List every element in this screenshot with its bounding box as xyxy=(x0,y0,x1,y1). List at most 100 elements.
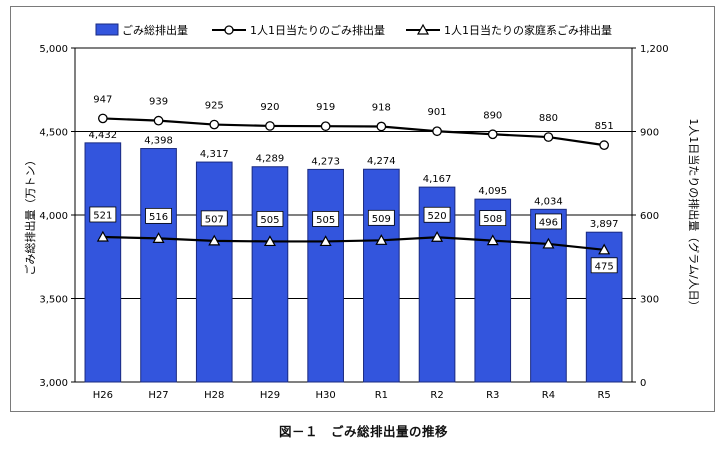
line-value-box xyxy=(479,210,507,227)
line-value-label: 516 xyxy=(149,212,168,223)
circle-marker xyxy=(543,132,554,142)
x-tick-label: H28 xyxy=(204,390,224,401)
bar-value-label: 4,398 xyxy=(144,136,173,147)
line-value-box xyxy=(200,210,228,227)
x-tick-label: H26 xyxy=(93,390,113,401)
x-tick-label: R1 xyxy=(375,390,388,401)
legend-circle-marker xyxy=(224,25,234,35)
y-tick-label: 4,500 xyxy=(39,128,68,139)
circle-marker xyxy=(376,121,387,132)
line-value-label: 918 xyxy=(372,102,391,113)
x-tick-label: R2 xyxy=(430,390,443,401)
y-tick-label: 4,000 xyxy=(39,211,68,222)
circle-marker xyxy=(487,129,498,140)
y-right-tick-label: 900 xyxy=(640,128,659,139)
line-value-box xyxy=(423,206,451,223)
line-value-label: 520 xyxy=(428,211,447,222)
line-value-label: 851 xyxy=(595,121,614,132)
plot-border xyxy=(74,47,633,383)
bar-value-label: 4,274 xyxy=(367,156,396,167)
line-value-box xyxy=(145,207,172,224)
circle-marker xyxy=(320,121,331,132)
triangle-marker xyxy=(431,231,444,242)
bar-value-label: 3,897 xyxy=(590,219,619,230)
y-right-axis-title: 1人1日当たりの排出量（グラム/人日） xyxy=(687,118,701,311)
triangle-marker xyxy=(96,230,109,242)
y-right-tick-label: 300 xyxy=(640,295,659,306)
bar-value-label: 4,095 xyxy=(478,186,507,197)
line-value-label: 505 xyxy=(260,215,279,226)
line-value-label: 507 xyxy=(205,214,224,225)
line-series-per-capita xyxy=(102,117,605,147)
y-right-tick-label: 0 xyxy=(640,378,646,389)
circle-marker xyxy=(265,121,275,131)
line-value-label: 880 xyxy=(539,113,558,124)
y-tick-label: 3,000 xyxy=(39,378,68,389)
legend-swatch-bar xyxy=(95,23,119,36)
bar xyxy=(530,208,567,383)
line-value-label: 509 xyxy=(372,214,391,225)
triangle-marker xyxy=(263,235,276,247)
circle-marker xyxy=(98,113,108,124)
y-right-tick-label: 600 xyxy=(640,211,659,222)
x-tick-label: H27 xyxy=(148,390,168,401)
x-tick-label: R4 xyxy=(542,390,555,401)
triangle-marker xyxy=(598,243,611,255)
line-value-label: 496 xyxy=(539,217,558,228)
x-tick-label: R5 xyxy=(597,390,610,401)
legend-label: 1人1日当たりのごみ排出量 xyxy=(250,23,385,37)
bar xyxy=(307,168,344,383)
bar-value-label: 4,167 xyxy=(423,174,452,185)
line-value-label: 890 xyxy=(483,110,502,121)
bar-value-label: 4,317 xyxy=(200,149,229,160)
legend-label: ごみ総排出量 xyxy=(122,23,188,37)
bar-value-label: 4,034 xyxy=(534,196,563,207)
circle-marker xyxy=(209,119,220,130)
line-value-box xyxy=(367,209,395,226)
line-value-box xyxy=(535,213,562,230)
y-tick-label: 5,000 xyxy=(39,44,68,55)
bar xyxy=(251,166,289,383)
line-value-box xyxy=(89,206,117,223)
line-value-label: 919 xyxy=(316,102,335,113)
line-value-label: 475 xyxy=(595,261,614,272)
bar xyxy=(585,231,623,383)
line-value-box xyxy=(256,211,284,227)
legend-label: 1人1日当たりの家庭系ごみ排出量 xyxy=(444,23,612,37)
figure-caption: 図－１ ごみ総排出量の推移 xyxy=(278,424,448,439)
triangle-marker xyxy=(486,234,499,246)
line-value-box xyxy=(590,257,618,274)
line-value-label: 939 xyxy=(149,97,168,108)
y-right-tick-label: 1,200 xyxy=(640,44,669,55)
bar-value-label: 4,273 xyxy=(311,156,340,167)
bar-value-label: 4,432 xyxy=(89,130,118,141)
chart-frame xyxy=(10,6,715,412)
line-value-label: 508 xyxy=(483,214,502,225)
triangle-marker xyxy=(319,235,332,247)
line-series-household xyxy=(102,235,605,251)
circle-marker xyxy=(432,126,442,137)
x-tick-label: R3 xyxy=(486,390,499,401)
line-value-label: 505 xyxy=(316,215,335,226)
bar xyxy=(140,148,177,383)
triangle-marker xyxy=(152,232,165,243)
bar xyxy=(195,161,233,383)
bar-value-label: 4,289 xyxy=(256,154,285,165)
line-value-label: 925 xyxy=(205,101,224,112)
legend-triangle-marker xyxy=(416,23,430,35)
x-tick-label: H30 xyxy=(316,390,336,401)
circle-marker xyxy=(153,115,164,126)
line-value-label: 920 xyxy=(260,102,279,113)
y-axis-title: ごみ総排出量（万トン） xyxy=(23,155,37,276)
x-tick-label: H29 xyxy=(260,390,280,401)
bar xyxy=(363,168,400,383)
y-tick-label: 3,500 xyxy=(39,295,68,306)
line-value-label: 947 xyxy=(93,94,112,105)
line-value-label: 521 xyxy=(93,210,112,221)
triangle-marker xyxy=(542,237,555,249)
triangle-marker xyxy=(208,234,221,246)
triangle-marker xyxy=(375,234,388,245)
circle-marker xyxy=(599,140,610,150)
bar xyxy=(474,198,512,383)
